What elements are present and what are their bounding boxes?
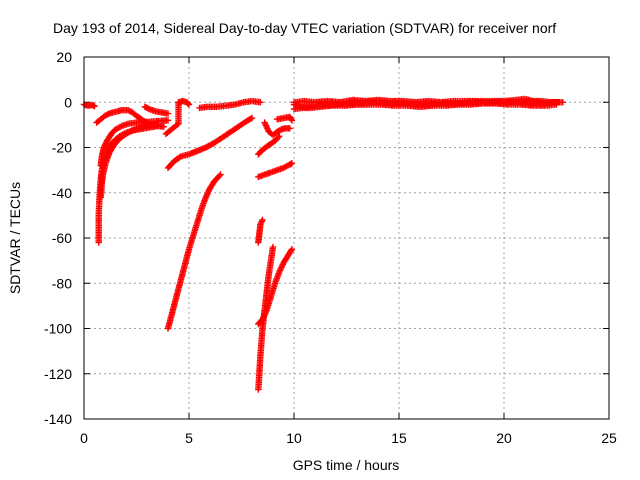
series-sat-o [255, 160, 296, 181]
y-tick-label: -100 [44, 321, 72, 337]
y-tick-label: -80 [52, 275, 72, 291]
x-axis-label: GPS time / hours [293, 457, 400, 473]
x-tick-label: 25 [601, 430, 617, 446]
x-tick-label: 20 [496, 430, 512, 446]
series-sat-f [141, 103, 172, 117]
x-tick-label: 0 [80, 430, 88, 446]
y-tick-label: 20 [56, 49, 72, 65]
series-sat-n [255, 133, 283, 158]
data-points [80, 95, 566, 393]
data-point [91, 103, 98, 110]
data-point [164, 110, 172, 117]
data-point [173, 121, 181, 129]
series-sat-e [93, 107, 167, 130]
series-sat-m [255, 246, 296, 328]
data-point [217, 171, 224, 178]
x-tick-label: 15 [391, 430, 407, 446]
series-sat-p [261, 119, 293, 139]
series-sat-k [255, 216, 266, 246]
data-point [185, 101, 193, 108]
series-sat-g [162, 97, 193, 138]
y-tick-label: -60 [52, 230, 72, 246]
data-point [287, 247, 295, 254]
data-point [288, 160, 296, 167]
plot-frame [83, 56, 610, 420]
grid [84, 57, 609, 419]
y-tick-label: 0 [64, 94, 72, 110]
series-sat-h [164, 171, 224, 332]
data-point [286, 125, 293, 132]
data-point [176, 154, 183, 161]
chart-title: Day 193 of 2014, Sidereal Day-to-day VTE… [53, 20, 556, 36]
data-point [288, 246, 296, 253]
series-sat-j [196, 97, 264, 112]
data-point [275, 134, 282, 141]
series-sat-i [164, 114, 256, 172]
data-point [248, 114, 256, 122]
data-point [184, 100, 192, 107]
y-tick-label: -40 [52, 185, 72, 201]
data-point [259, 216, 266, 224]
x-tick-label: 5 [185, 430, 193, 446]
series-sat-q [274, 113, 296, 124]
data-point [216, 172, 223, 179]
tick-labels: 0 5 10 15 20 25 20 0 -20 -40 -60 -80 -100 -120 -140 [44, 49, 617, 446]
series-sat-t [290, 95, 562, 106]
data-point [104, 111, 111, 118]
y-tick-label: -140 [44, 411, 72, 427]
data-point [257, 99, 264, 106]
data-point [288, 117, 296, 124]
data-point [555, 99, 562, 106]
y-tick-label: -20 [52, 140, 72, 156]
y-axis-label: SDTVAR / TECUs [7, 182, 23, 294]
data-point [269, 243, 277, 251]
x-tick-label: 10 [286, 430, 302, 446]
y-tick-label: -120 [44, 366, 72, 382]
series-sat-c [97, 120, 161, 201]
data-point [164, 117, 172, 124]
data-point [247, 115, 254, 122]
data-point [90, 102, 97, 109]
data-point [160, 123, 167, 130]
